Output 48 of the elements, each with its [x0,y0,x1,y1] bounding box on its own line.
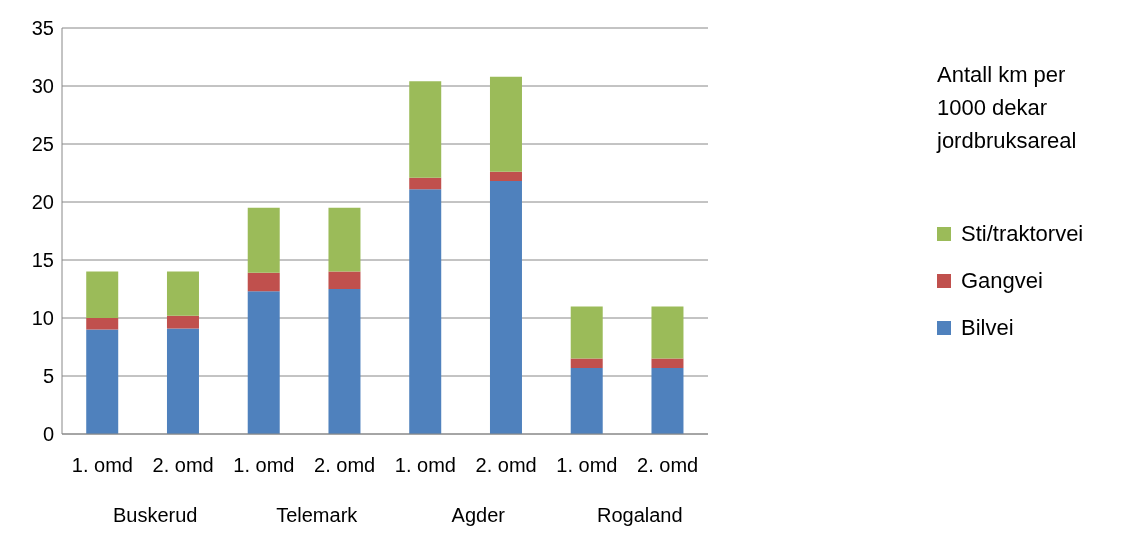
bar [651,306,684,359]
bar [489,181,522,434]
text: Agder [451,504,506,526]
bar [409,189,442,434]
y-tick-label: 0 [42,423,54,446]
x-tick-label: 2. omd [314,454,376,476]
bar [570,367,603,434]
text: Buskerud [113,504,198,526]
bar [166,328,199,434]
x-tick-label: 2. omd [637,454,699,476]
y-tick-label: 25 [31,133,54,156]
bar [166,315,199,329]
bar [166,271,199,316]
bar [328,289,361,434]
x-tick-label: 1. omd [71,454,133,476]
bar [86,271,119,318]
bar [328,271,361,289]
bar [86,318,119,330]
y-tick-label: 35 [31,17,54,40]
legend-title: Antall km per 1000 dekar jordbruksareal [937,61,1078,155]
bar [247,291,280,434]
x-tick-label: 2. omd [475,454,537,476]
text: Rogaland [596,504,683,526]
text: Telemark [276,504,359,526]
bar [247,207,280,273]
bar [86,329,119,434]
bar [489,76,522,172]
y-tick-label: 20 [31,191,54,214]
legend-label: Bilvei [961,314,1014,342]
bar [247,272,280,292]
x-tick-label: 1. omd [394,454,456,476]
x-tick-label: 1. omd [233,454,295,476]
legend-label: Sti/traktorvei [961,220,1084,248]
x-tick-label: 2. omd [152,454,214,476]
bar [651,367,684,434]
y-tick-label: 5 [42,365,54,388]
bar [328,207,361,272]
y-tick-label: 10 [31,307,54,330]
bar [651,358,684,368]
x-tick-label: 1. omd [556,454,618,476]
legend-label: Gangvei [961,267,1043,295]
bar [409,81,442,178]
y-tick-label: 30 [31,75,54,98]
y-tick-label: 15 [31,249,54,272]
bar [489,171,522,182]
bar [409,177,442,190]
bar [570,306,603,359]
bar [570,358,603,368]
